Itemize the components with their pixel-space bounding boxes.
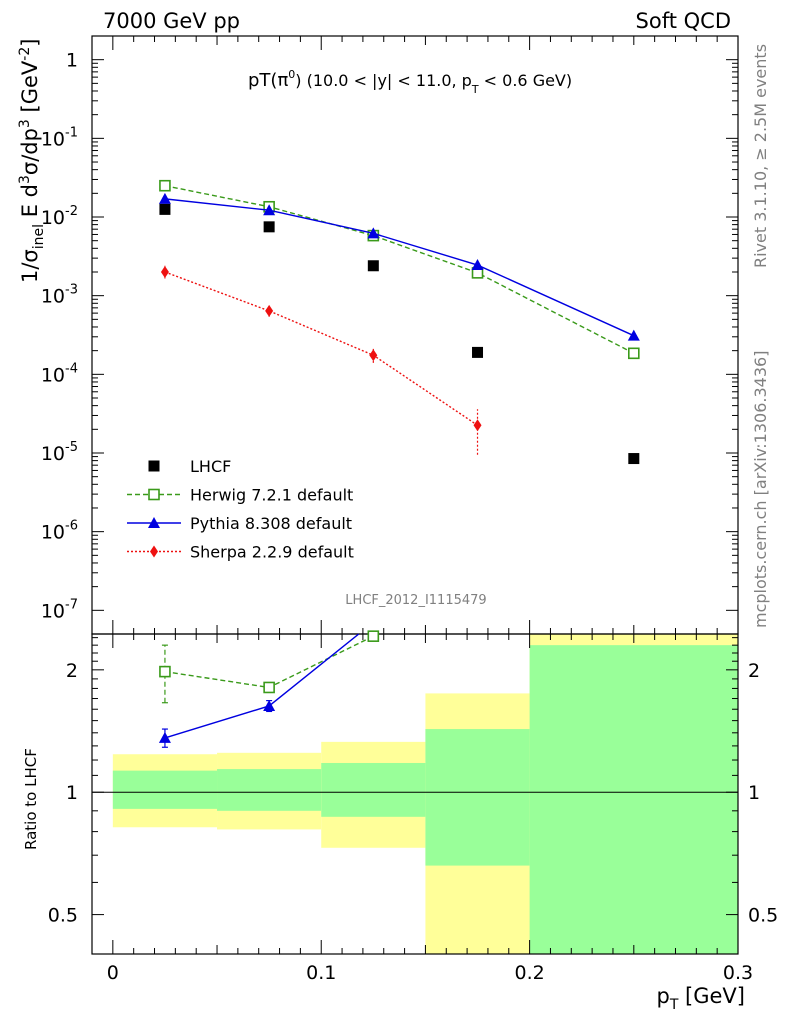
legend-label: Sherpa 2.2.9 default [190,543,354,562]
x-axis-label: pT [GeV] [656,984,745,1013]
ratio-point [367,630,380,642]
title-sub: T [471,83,479,96]
upper-y-tick-label: 10-3 [41,283,78,308]
analysis-id-label: LHCF_2012_I1115479 [345,593,486,608]
series-lhcf [159,203,640,465]
x-tick-label: 0.1 [306,962,336,984]
data-point [263,204,276,216]
ratio-point [263,699,276,711]
green-band-4 [529,645,738,954]
legend-item-pythia: Pythia 8.308 default [127,514,352,533]
series-line [164,185,635,354]
data-point [160,265,169,278]
data-point [369,349,378,362]
legend-marker [150,545,158,558]
upper-y-ticks: 1 10-1 10-2 10-3 10-4 10-5 10-6 10-7 [41,35,738,622]
lower-y-tick-label: 2 [66,660,78,682]
upper-y-tick-label: 10-1 [41,125,78,150]
ratio-point [158,731,171,743]
upper-y-tick-label: 10-2 [41,204,78,229]
lower-y-axis-label: Ratio to LHCF [22,748,40,850]
data-point [628,347,640,360]
lower-y-tick-label: 0.5 [48,905,78,927]
legend-label: Pythia 8.308 default [190,514,352,533]
upper-y-tick-label: 10-5 [41,440,78,465]
lower-y-tick-label-right: 0.5 [748,905,778,927]
header-left-label: 7000 GeV pp [103,9,240,33]
upper-plot-title: pT(π0) (10.0 < |y| < 11.0, pT < 0.6 GeV) [248,68,572,96]
legend-marker [148,488,160,501]
title-sup: 0 [288,68,295,81]
green-band-2 [321,762,426,817]
title-tail: < 0.6 GeV) [479,71,573,90]
legend-marker [148,517,160,528]
legend-label: Herwig 7.2.1 default [190,486,353,505]
ratio-series-pythia [158,633,360,748]
series-line [164,198,635,337]
x-ticks: 0 0.1 0.2 0.3 [107,36,753,984]
legend-item-herwig: Herwig 7.2.1 default [127,486,353,505]
ratio-series-herwig [159,630,380,704]
lower-y-tick-label-right: 1 [748,782,760,804]
lower-y-ticks: 0.5 0.5 1 1 2 2 [48,637,778,955]
data-point [628,453,640,465]
rivet-label: Rivet 3.1.10, ≥ 2.5M events [751,44,770,268]
series-herwig [159,179,640,360]
data-point [158,192,171,204]
legend-label: LHCF [190,457,231,476]
data-point [159,179,171,192]
data-point [367,227,380,239]
upper-y-tick-label: 10-4 [41,361,78,386]
data-point [472,346,484,358]
mcplots-label: mcplots.cern.ch [arXiv:1306.3436] [751,351,770,628]
x-tick-label: 0.3 [723,962,753,984]
ratio-point [263,681,275,694]
data-point [471,259,484,271]
series-pythia [158,192,640,341]
data-point [263,221,275,233]
upper-y-axis-label: 1/σinel E d3σ/dp3 [GeV-2] [17,39,47,283]
data-point [265,304,274,317]
lower-frame [91,633,739,955]
series-sherpa [160,265,482,455]
data-point [473,419,482,432]
legend-item-lhcf: LHCF [148,457,231,476]
green-band-1 [217,769,322,811]
green-band-3 [425,729,530,866]
upper-y-tick-label: 1 [66,50,78,72]
green-band-0 [112,770,218,809]
lower-y-tick-label-right: 2 [748,660,760,682]
data-point [627,329,640,341]
data-point [367,260,379,272]
lower-y-tick-label: 1 [66,782,78,804]
legend-marker [148,460,160,472]
header-right-label: Soft QCD [636,9,731,33]
title-main: pT(π [248,70,288,91]
x-tick-label: 0.2 [515,962,545,984]
series-line [164,271,478,426]
legend-item-sherpa: Sherpa 2.2.9 default [127,543,354,562]
upper-frame [91,35,739,635]
ratio-line [164,635,374,689]
data-point [159,203,171,215]
ratio-point [159,665,171,678]
title-rest: ) (10.0 < |y| < 11.0, p [295,71,472,90]
legend: LHCF Herwig 7.2.1 default Pythia 8.308 def… [127,457,354,562]
x-tick-label: 0 [107,962,119,984]
upper-y-tick-label: 10-7 [41,597,78,622]
upper-y-tick-label: 10-6 [41,519,78,544]
lower-panel [92,634,738,954]
ratio-bands [112,634,738,954]
